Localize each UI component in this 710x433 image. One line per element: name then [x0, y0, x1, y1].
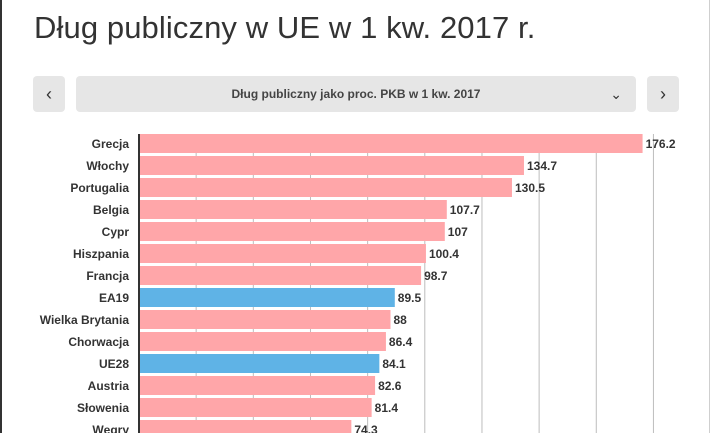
bar-cypr[interactable]	[139, 222, 445, 241]
left-frame-border	[0, 0, 2, 433]
value-label: 130.5	[515, 181, 545, 195]
bar-ea19[interactable]	[139, 288, 395, 307]
category-label: EA19	[99, 291, 129, 305]
value-label: 84.1	[382, 357, 406, 371]
category-label: Belgia	[93, 203, 129, 217]
chevron-right-icon: ›	[660, 83, 666, 104]
chart-selector-label: Dług publiczny jako proc. PKB w 1 kw. 20…	[231, 87, 481, 101]
value-label: 86.4	[389, 335, 413, 349]
category-label: Grecja	[92, 137, 130, 151]
bar-portugalia[interactable]	[139, 178, 512, 197]
bar-włochy[interactable]	[139, 156, 524, 175]
value-label: 82.6	[378, 379, 402, 393]
bar-węgry[interactable]	[139, 420, 352, 433]
category-label: Włochy	[86, 159, 129, 173]
value-label: 89.5	[398, 291, 422, 305]
bar-austria[interactable]	[139, 376, 376, 395]
category-label: UE28	[99, 357, 129, 371]
bar-grecja[interactable]	[139, 134, 643, 153]
category-label: Francja	[86, 269, 129, 283]
value-label: 134.7	[527, 159, 557, 173]
bar-słowenia[interactable]	[139, 398, 372, 417]
category-label: Chorwacja	[68, 335, 129, 349]
chevron-down-icon: ⌄	[610, 86, 622, 102]
bar-wielka-brytania[interactable]	[139, 310, 391, 329]
category-label: Austria	[88, 379, 130, 393]
value-label: 107	[448, 225, 468, 239]
next-chart-button[interactable]: ›	[647, 76, 679, 112]
value-label: 100.4	[429, 247, 459, 261]
page-title: Dług publiczny w UE w 1 kw. 2017 r.	[34, 10, 536, 45]
chevron-left-icon: ‹	[46, 83, 52, 104]
bar-ue28[interactable]	[139, 354, 380, 373]
category-label: Wielka Brytania	[40, 313, 130, 327]
value-label: 176.2	[646, 137, 676, 151]
category-label: Portugalia	[70, 181, 129, 195]
category-label: Hiszpania	[73, 247, 129, 261]
chart-selector-dropdown[interactable]: Dług publiczny jako proc. PKB w 1 kw. 20…	[76, 76, 636, 112]
bar-belgia[interactable]	[139, 200, 447, 219]
category-label: Słowenia	[77, 401, 129, 415]
bar-francja[interactable]	[139, 266, 422, 285]
category-label: Węgry	[92, 423, 129, 433]
previous-chart-button[interactable]: ‹	[33, 76, 65, 112]
value-label: 81.4	[375, 401, 399, 415]
value-label: 107.7	[450, 203, 480, 217]
bar-chorwacja[interactable]	[139, 332, 386, 351]
value-label: 98.7	[424, 269, 448, 283]
value-label: 74.3	[354, 423, 378, 433]
value-label: 88	[394, 313, 408, 327]
category-label: Cypr	[102, 225, 130, 239]
bar-hiszpania[interactable]	[139, 244, 426, 263]
